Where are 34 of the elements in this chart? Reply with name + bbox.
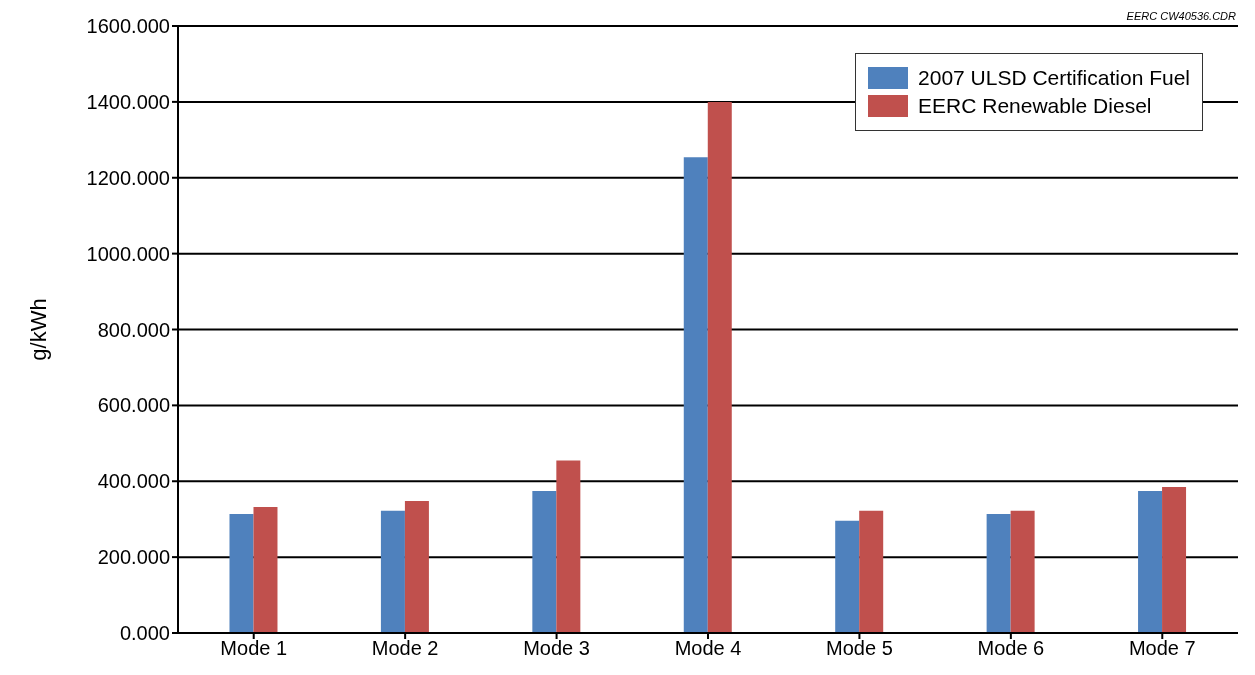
bar	[253, 507, 278, 633]
bar	[1162, 486, 1187, 633]
x-tick-label: Mode 3	[523, 637, 590, 660]
bar	[707, 101, 732, 633]
bar	[556, 460, 581, 633]
y-tick-label: 1000.000	[86, 242, 170, 265]
bar	[1138, 491, 1163, 633]
bar	[986, 513, 1011, 633]
bar	[835, 520, 860, 633]
bar	[683, 157, 708, 633]
x-tick-label: Mode 7	[1128, 637, 1196, 660]
y-axis-title: g/kWh	[25, 298, 51, 361]
bar	[1010, 510, 1035, 633]
y-tick-label: 200.000	[97, 546, 170, 569]
x-tick-label: Mode 1	[220, 637, 288, 660]
bar	[404, 500, 429, 633]
x-tick-label: Mode 2	[371, 637, 439, 660]
x-tick-label: Mode 5	[826, 637, 893, 660]
legend-label: 2007 ULSD Certification Fuel	[917, 66, 1190, 90]
bar	[229, 513, 254, 633]
legend-label: EERC Renewable Diesel	[917, 94, 1153, 118]
y-tick-label: 1600.000	[86, 15, 170, 38]
y-tick-label: 600.000	[97, 394, 170, 417]
y-tick-label: 1400.000	[86, 90, 170, 113]
y-tick-label: 400.000	[97, 470, 170, 493]
bar	[859, 510, 884, 633]
y-tick-label: 0.000	[119, 622, 170, 645]
y-tick-label: 800.000	[97, 318, 170, 341]
bar	[532, 491, 557, 633]
text: EERC CW40536.CDR	[1126, 10, 1236, 22]
x-tick-label: Mode 4	[674, 637, 742, 660]
x-tick-label: Mode 6	[977, 637, 1045, 660]
y-tick-label: 1200.000	[86, 166, 170, 189]
bar	[380, 510, 405, 633]
